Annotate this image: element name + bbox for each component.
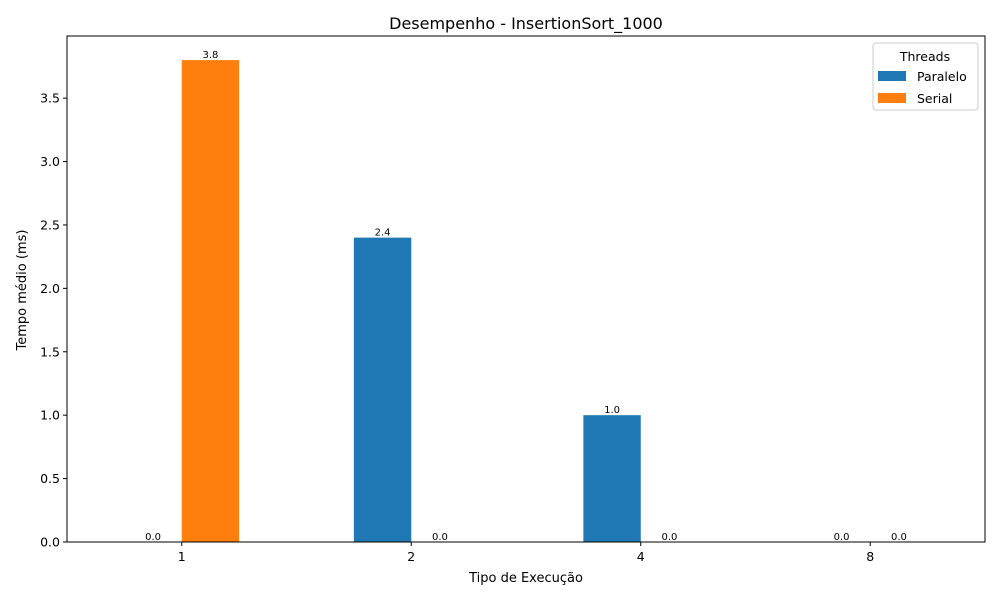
x-tick-label: 1 xyxy=(178,549,186,564)
legend-label-serial: Serial xyxy=(917,91,952,106)
data-label: 0.0 xyxy=(432,532,448,543)
data-label: 0.0 xyxy=(834,532,850,543)
x-axis-ticks: 1 2 4 8 xyxy=(178,542,874,564)
bar-paralelo xyxy=(583,415,641,542)
y-tick-label: 2.5 xyxy=(40,217,60,232)
data-labels: 0.0 3.8 2.4 0.0 1.0 0.0 0.0 0.0 xyxy=(145,50,907,543)
legend-swatch-serial xyxy=(878,93,906,103)
x-tick-label: 2 xyxy=(407,549,415,564)
bar-paralelo xyxy=(353,237,412,542)
legend-label-paralelo: Paralelo xyxy=(917,69,967,84)
plot-frame xyxy=(66,35,986,543)
data-label: 0.0 xyxy=(661,532,677,543)
x-tick-label: 4 xyxy=(637,549,645,564)
bars xyxy=(181,60,641,542)
y-tick-label: 0.0 xyxy=(40,535,60,550)
y-tick-label: 3.0 xyxy=(40,154,60,169)
y-tick-label: 1.5 xyxy=(40,344,60,359)
chart-title: Desempenho - InsertionSort_1000 xyxy=(389,14,663,34)
data-label: 3.8 xyxy=(202,50,218,61)
bar-serial xyxy=(181,60,240,542)
y-tick-label: 0.5 xyxy=(40,471,60,486)
y-tick-label: 2.0 xyxy=(40,281,60,296)
x-axis-label: Tipo de Execução xyxy=(468,571,583,586)
legend-swatch-paralelo xyxy=(878,71,906,81)
y-axis-label: Tempo médio (ms) xyxy=(15,230,30,352)
y-tick-label: 3.5 xyxy=(40,91,60,106)
data-label: 1.0 xyxy=(604,405,620,416)
legend: Threads Paralelo Serial xyxy=(872,42,979,111)
data-label: 2.4 xyxy=(375,228,391,239)
y-tick-label: 1.0 xyxy=(40,408,60,423)
x-tick-label: 8 xyxy=(866,549,874,564)
data-label: 0.0 xyxy=(891,532,907,543)
legend-title: Threads xyxy=(899,49,950,64)
y-axis-ticks: 0.0 0.5 1.0 1.5 2.0 2.5 3.0 3.5 xyxy=(40,91,67,550)
data-label: 0.0 xyxy=(145,532,161,543)
